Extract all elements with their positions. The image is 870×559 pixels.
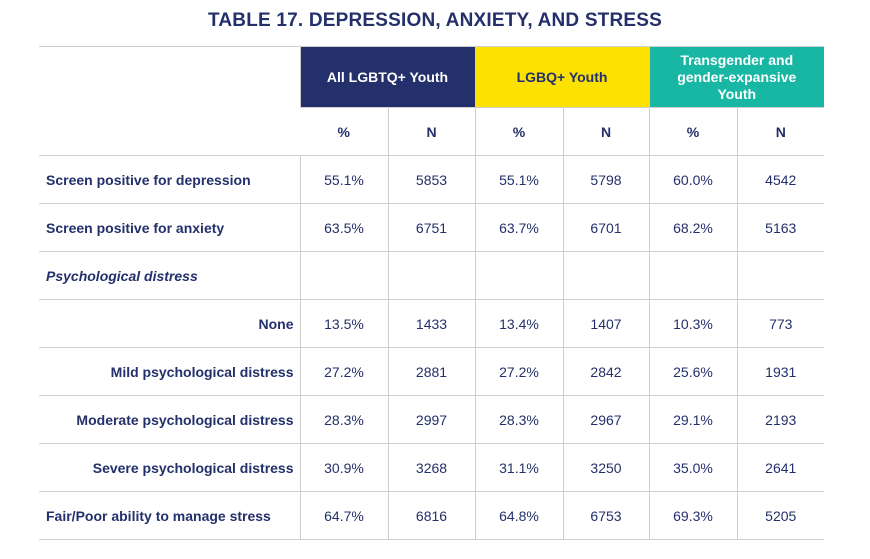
row-label: Screen positive for depression bbox=[39, 155, 300, 204]
value-cell: 28.3% bbox=[474, 395, 563, 444]
value-cell: 64.8% bbox=[474, 491, 563, 540]
value-cell: 64.7% bbox=[299, 491, 388, 540]
table-row: Severe psychological distress 30.9% 3268… bbox=[39, 443, 824, 492]
value-cell: 1433 bbox=[387, 299, 475, 348]
subheader-cell: N bbox=[736, 107, 824, 156]
row-label: Severe psychological distress bbox=[39, 443, 300, 492]
group-header-trans: Transgender and gender-expansive Youth bbox=[648, 46, 824, 108]
value-cell: 5163 bbox=[736, 203, 824, 252]
value-cell: 2842 bbox=[562, 347, 649, 396]
table-row: None 13.5% 1433 13.4% 1407 10.3% 773 bbox=[39, 299, 824, 348]
value-cell: 2967 bbox=[562, 395, 649, 444]
subheader-cell: % bbox=[648, 107, 737, 156]
section-label: Psychological distress bbox=[39, 251, 300, 300]
value-cell: 55.1% bbox=[474, 155, 563, 204]
row-label: Fair/Poor ability to manage stress bbox=[39, 491, 300, 540]
table-title: TABLE 17. DEPRESSION, ANXIETY, AND STRES… bbox=[207, 10, 663, 31]
subheader-cell: N bbox=[387, 107, 475, 156]
value-cell: 63.5% bbox=[299, 203, 388, 252]
value-cell: 13.5% bbox=[299, 299, 388, 348]
corner-cell bbox=[39, 46, 300, 156]
value-cell: 2193 bbox=[736, 395, 824, 444]
data-table: All LGBTQ+ Youth LGBQ+ Youth Transgender… bbox=[39, 46, 824, 540]
value-cell: 6753 bbox=[562, 491, 649, 540]
table-row: Screen positive for anxiety 63.5% 6751 6… bbox=[39, 203, 824, 252]
value-cell bbox=[387, 251, 475, 300]
row-label: Mild psychological distress bbox=[39, 347, 300, 396]
value-cell: 69.3% bbox=[648, 491, 737, 540]
value-cell: 2881 bbox=[387, 347, 475, 396]
value-cell bbox=[648, 251, 737, 300]
table-row: Psychological distress bbox=[39, 251, 824, 300]
value-cell: 35.0% bbox=[648, 443, 737, 492]
value-cell: 63.7% bbox=[474, 203, 563, 252]
value-cell: 27.2% bbox=[474, 347, 563, 396]
value-cell bbox=[474, 251, 563, 300]
value-cell: 31.1% bbox=[474, 443, 563, 492]
value-cell bbox=[299, 251, 388, 300]
value-cell bbox=[562, 251, 649, 300]
value-cell: 3268 bbox=[387, 443, 475, 492]
table-row: Mild psychological distress 27.2% 2881 2… bbox=[39, 347, 824, 396]
group-header-lgbq: LGBQ+ Youth bbox=[474, 46, 649, 108]
row-label: None bbox=[39, 299, 300, 348]
value-cell: 5205 bbox=[736, 491, 824, 540]
value-cell: 1931 bbox=[736, 347, 824, 396]
value-cell: 30.9% bbox=[299, 443, 388, 492]
value-cell: 1407 bbox=[562, 299, 649, 348]
value-cell: 5798 bbox=[562, 155, 649, 204]
value-cell: 25.6% bbox=[648, 347, 737, 396]
table-row: Screen positive for depression 55.1% 585… bbox=[39, 155, 824, 204]
value-cell: 27.2% bbox=[299, 347, 388, 396]
value-cell bbox=[736, 251, 824, 300]
value-cell: 6751 bbox=[387, 203, 475, 252]
value-cell: 68.2% bbox=[648, 203, 737, 252]
value-cell: 5853 bbox=[387, 155, 475, 204]
value-cell: 55.1% bbox=[299, 155, 388, 204]
value-cell: 2641 bbox=[736, 443, 824, 492]
value-cell: 6701 bbox=[562, 203, 649, 252]
value-cell: 6816 bbox=[387, 491, 475, 540]
subheader-cell: % bbox=[300, 107, 388, 156]
value-cell: 29.1% bbox=[648, 395, 737, 444]
value-cell: 13.4% bbox=[474, 299, 563, 348]
row-label: Moderate psychological distress bbox=[39, 395, 300, 444]
row-label: Screen positive for anxiety bbox=[39, 203, 300, 252]
value-cell: 3250 bbox=[562, 443, 649, 492]
group-header-all: All LGBTQ+ Youth bbox=[299, 46, 475, 108]
value-cell: 10.3% bbox=[648, 299, 737, 348]
subheader-cell: N bbox=[562, 107, 649, 156]
value-cell: 60.0% bbox=[648, 155, 737, 204]
value-cell: 4542 bbox=[736, 155, 824, 204]
value-cell: 773 bbox=[736, 299, 824, 348]
value-cell: 28.3% bbox=[299, 395, 388, 444]
subheader-cell: % bbox=[474, 107, 563, 156]
table-row: Moderate psychological distress 28.3% 29… bbox=[39, 395, 824, 444]
value-cell: 2997 bbox=[387, 395, 475, 444]
table-row: Fair/Poor ability to manage stress 64.7%… bbox=[39, 491, 824, 540]
